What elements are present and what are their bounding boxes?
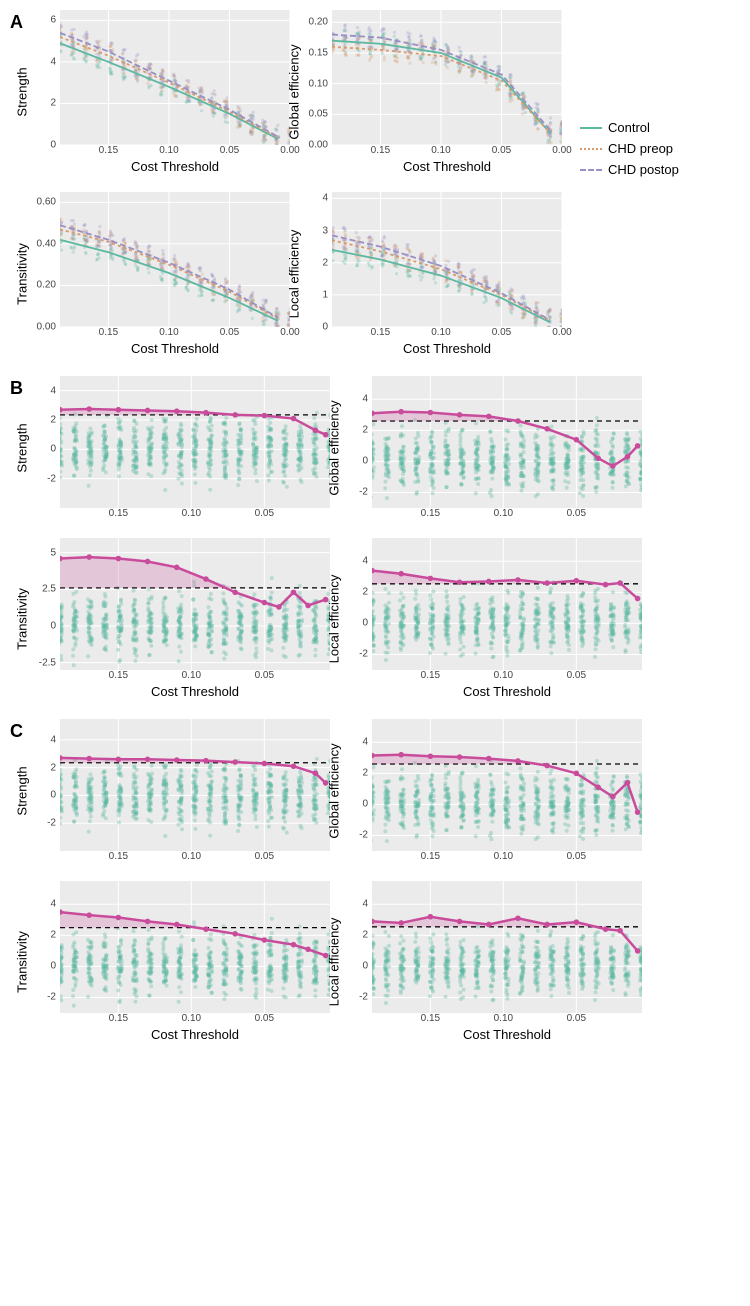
x-axis-label: Cost Threshold xyxy=(60,159,290,174)
section-A: A0246Strength0.150.100.050.00Cost Thresh… xyxy=(10,10,740,356)
y-axis-label: Global efficiency xyxy=(327,400,342,495)
y-axis-label: Transitivity xyxy=(15,243,30,305)
chart-panel: -2024Local efficiency0.150.100.05Cost Th… xyxy=(344,538,642,699)
chart-panel: 0246Strength0.150.100.050.00Cost Thresho… xyxy=(32,10,290,174)
chart-panel: -2024Strength0.150.100.05 xyxy=(32,376,330,520)
chart-panel: -2024Global efficiency0.150.100.05 xyxy=(344,719,642,863)
section-label: A xyxy=(10,10,32,33)
x-axis-label: Cost Threshold xyxy=(332,341,562,356)
x-axis-label: Cost Threshold xyxy=(60,684,330,699)
x-axis-label: Cost Threshold xyxy=(60,341,290,356)
chart-panel: -2024Local efficiency0.150.100.05Cost Th… xyxy=(344,881,642,1042)
y-axis-label: Global efficiency xyxy=(287,44,302,139)
y-axis-label: Local efficiency xyxy=(327,917,342,1006)
x-axis-label: Cost Threshold xyxy=(372,684,642,699)
legend-label: CHD preop xyxy=(608,141,673,156)
chart-panel: -2024Strength0.150.100.05 xyxy=(32,719,330,863)
legend-item: CHD preop xyxy=(580,141,679,156)
y-axis-label: Strength xyxy=(15,766,30,815)
chart-panel: 0.000.050.100.150.20Global efficiency0.1… xyxy=(304,10,562,174)
legend-item: Control xyxy=(580,120,679,135)
chart-panel: -2024Transitivity0.150.100.05Cost Thresh… xyxy=(32,881,330,1042)
section-B: B-2024Strength0.150.100.05-2024Global ef… xyxy=(10,376,740,699)
legend-swatch xyxy=(580,148,602,150)
legend-swatch xyxy=(580,127,602,129)
section-C: C-2024Strength0.150.100.05-2024Global ef… xyxy=(10,719,740,1042)
section-label: C xyxy=(10,719,32,742)
y-axis-label: Strength xyxy=(15,423,30,472)
legend-item: CHD postop xyxy=(580,162,679,177)
legend-label: CHD postop xyxy=(608,162,679,177)
y-axis-label: Local efficiency xyxy=(327,574,342,663)
section-label: B xyxy=(10,376,32,399)
chart-panel: 0.000.200.400.60Transitivity0.150.100.05… xyxy=(32,192,290,356)
chart-panel: -2.502.55Transitivity0.150.100.05Cost Th… xyxy=(32,538,330,699)
y-axis-label: Transitivity xyxy=(15,588,30,650)
x-axis-label: Cost Threshold xyxy=(332,159,562,174)
y-axis-label: Transitivity xyxy=(15,931,30,993)
y-axis-label: Global efficiency xyxy=(327,743,342,838)
y-axis-label: Strength xyxy=(15,67,30,116)
y-axis-label: Local efficiency xyxy=(287,230,302,319)
legend-label: Control xyxy=(608,120,650,135)
legend: Control CHD preop CHD postop xyxy=(580,10,679,183)
chart-panel: 01234Local efficiency0.150.100.050.00Cos… xyxy=(304,192,562,356)
x-axis-label: Cost Threshold xyxy=(60,1027,330,1042)
chart-panel: -2024Global efficiency0.150.100.05 xyxy=(344,376,642,520)
x-axis-label: Cost Threshold xyxy=(372,1027,642,1042)
legend-swatch xyxy=(580,169,602,171)
